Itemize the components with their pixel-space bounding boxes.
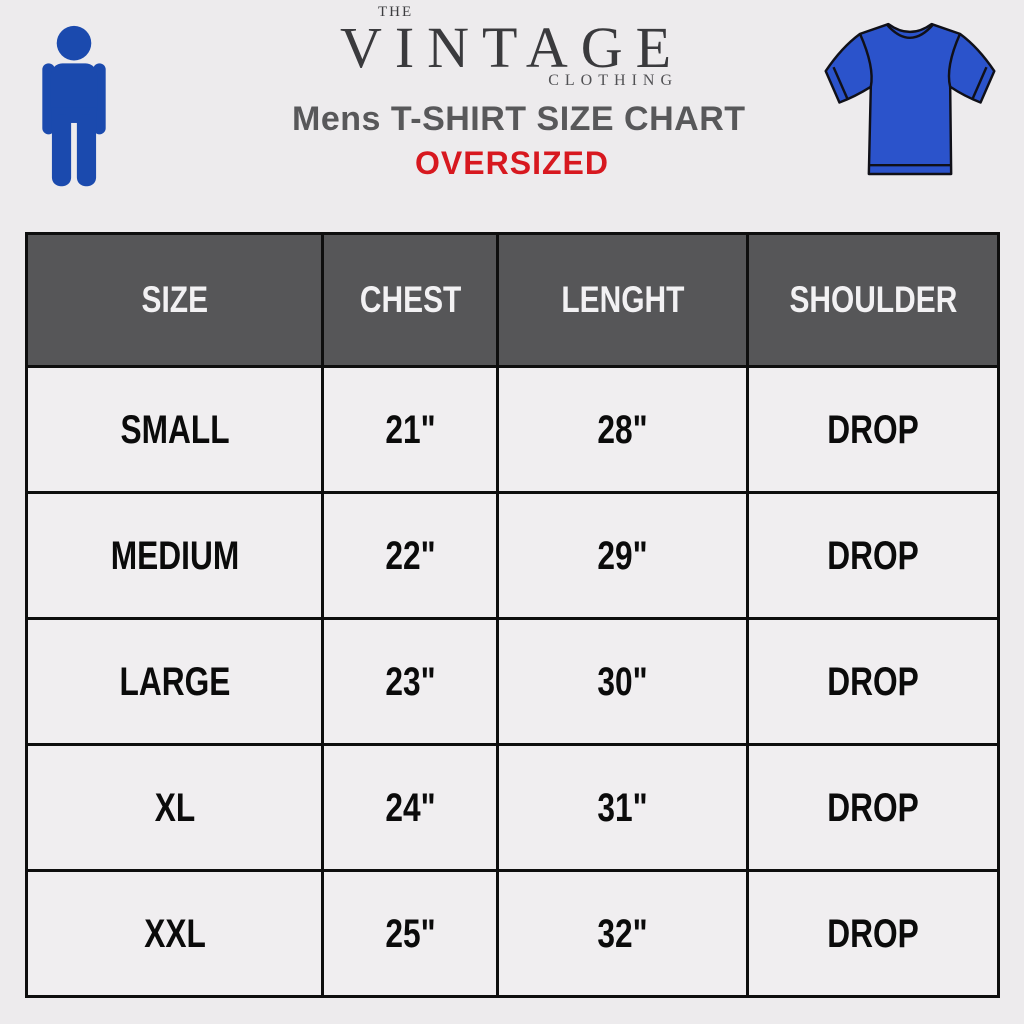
value-cell: DROP xyxy=(746,617,1000,746)
value-cell-label: 22" xyxy=(385,532,436,578)
value-cell-label: 30" xyxy=(597,658,648,704)
column-header-label: CHEST xyxy=(359,278,462,321)
value-cell: 21" xyxy=(321,365,500,494)
value-cell-label: DROP xyxy=(827,910,919,956)
value-cell-label: DROP xyxy=(827,658,919,704)
value-cell-label: DROP xyxy=(827,784,919,830)
size-cell-label: MEDIUM xyxy=(110,532,239,578)
value-cell-label: 31" xyxy=(597,784,648,830)
size-table: SIZE CHEST LENGHT SHOULDER SMALL 21" 28" DROP M… xyxy=(24,232,1000,998)
table-row: MEDIUM 22" 29" DROP xyxy=(24,491,1000,620)
table-row: XXL 25" 32" DROP xyxy=(24,869,1000,998)
size-cell: SMALL xyxy=(24,365,325,494)
value-cell: 22" xyxy=(321,491,500,620)
header: THE VINTAGE CLOTHING Mens T-SHIRT SIZE C… xyxy=(0,0,1024,196)
person-icon xyxy=(26,22,122,192)
value-cell-label: 32" xyxy=(597,910,648,956)
value-cell-label: 25" xyxy=(385,910,436,956)
page-subtitle: OVERSIZED xyxy=(415,145,609,181)
value-cell: DROP xyxy=(746,743,1000,872)
value-cell: 30" xyxy=(496,617,750,746)
value-cell-label: 24" xyxy=(385,784,436,830)
column-header: CHEST xyxy=(321,232,500,368)
value-cell: 25" xyxy=(321,869,500,998)
value-cell-label: 29" xyxy=(597,532,648,578)
value-cell: 23" xyxy=(321,617,500,746)
value-cell-label: DROP xyxy=(827,406,919,452)
column-header-label: SHOULDER xyxy=(789,278,958,321)
table-row: SMALL 21" 28" DROP xyxy=(24,365,1000,494)
value-cell-label: 23" xyxy=(385,658,436,704)
size-cell-label: XXL xyxy=(143,910,206,956)
value-cell: DROP xyxy=(746,365,1000,494)
brand-name-label: VINTAGE xyxy=(339,15,685,80)
size-cell: LARGE xyxy=(24,617,325,746)
column-header-label: LENGHT xyxy=(561,278,685,321)
size-cell: XL xyxy=(24,743,325,872)
table-row: XL 24" 31" DROP xyxy=(24,743,1000,872)
brand-clothing-label: CLOTHING xyxy=(548,72,678,89)
table-row: LARGE 23" 30" DROP xyxy=(24,617,1000,746)
brand-the-label: THE xyxy=(378,4,414,20)
size-cell: XXL xyxy=(24,869,325,998)
value-cell: 28" xyxy=(496,365,750,494)
size-cell-label: XL xyxy=(154,784,195,830)
value-cell-label: 28" xyxy=(597,406,648,452)
table-header-row: SIZE CHEST LENGHT SHOULDER xyxy=(24,232,1000,368)
tshirt-icon xyxy=(812,8,1008,194)
value-cell: 29" xyxy=(496,491,750,620)
size-cell-label: LARGE xyxy=(119,658,231,704)
column-header-label: SIZE xyxy=(141,278,208,321)
value-cell: DROP xyxy=(746,869,1000,998)
size-cell: MEDIUM xyxy=(24,491,325,620)
size-cell-label: SMALL xyxy=(120,406,230,452)
column-header: SIZE xyxy=(24,232,325,368)
brand-block: THE VINTAGE CLOTHING Mens T-SHIRT SIZE C… xyxy=(292,0,746,182)
table-body: SMALL 21" 28" DROP MEDIUM 22" 29" DROP LARGE 23" 3… xyxy=(24,365,1000,998)
value-cell: 24" xyxy=(321,743,500,872)
column-header: SHOULDER xyxy=(746,232,1000,368)
page-title: Mens T-SHIRT SIZE CHART xyxy=(292,100,746,138)
value-cell-label: 21" xyxy=(385,406,436,452)
value-cell: DROP xyxy=(746,491,1000,620)
value-cell: 31" xyxy=(496,743,750,872)
value-cell: 32" xyxy=(496,869,750,998)
column-header: LENGHT xyxy=(496,232,750,368)
value-cell-label: DROP xyxy=(827,532,919,578)
